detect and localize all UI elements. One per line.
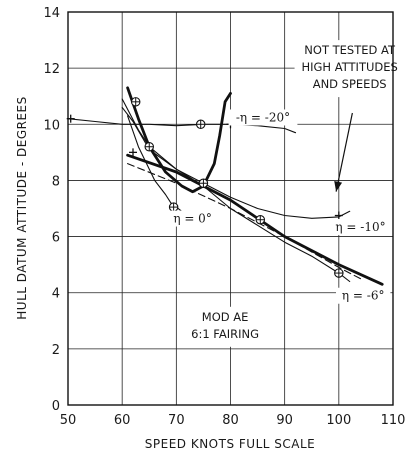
y-tick-label: 8 — [52, 174, 60, 189]
y-tick-label: 4 — [52, 287, 60, 302]
tick-label-layer: 50 60 70 80 90 100 110 0 2 4 6 8 10 12 14 — [43, 6, 405, 428]
curve-label-bg — [168, 210, 217, 227]
curve-label-layer: -η = -20° η = -10° η = -6° η = 0° — [168, 109, 392, 304]
plot-frame — [67, 11, 394, 406]
annotation-arrow — [335, 112, 353, 192]
x-axis-title: SPEED KNOTS FULL SCALE — [145, 437, 315, 451]
y-tick-label: 6 — [52, 231, 60, 246]
x-tick-label: 90 — [276, 413, 293, 428]
annotation-line: AND SPEEDS — [313, 77, 387, 91]
x-tick-label: 100 — [326, 413, 351, 428]
annotation-line: 6:1 FAIRING — [191, 327, 259, 341]
annotation-line: MOD AE — [202, 310, 249, 324]
y-tick-label: 10 — [43, 118, 60, 133]
series-line — [126, 86, 232, 194]
x-tick-label: 60 — [114, 413, 131, 428]
y-tick-label: 14 — [43, 6, 60, 21]
annotation-layer: NOT TESTED AT HIGH ATTITUDES AND SPEEDS MOD… — [180, 40, 405, 347]
series-line — [121, 106, 351, 219]
y-tick-label: 12 — [43, 62, 60, 77]
y-tick-label: 2 — [52, 343, 60, 358]
series-layer — [67, 86, 384, 286]
curve-label: η = 0° — [173, 212, 212, 226]
y-tick-label: 0 — [52, 399, 60, 414]
x-tick-label: 110 — [381, 413, 406, 428]
annotation-line: HIGH ATTITUDES — [301, 60, 397, 74]
series-line — [127, 163, 362, 280]
annotation-line: NOT TESTED AT — [304, 43, 396, 57]
x-tick-label: 50 — [60, 413, 77, 428]
x-tick-label: 70 — [168, 413, 185, 428]
curve-label-bg — [329, 218, 392, 235]
annotation-bg — [180, 306, 270, 347]
series-line — [67, 118, 297, 134]
curve-label: η = -10° — [335, 220, 385, 234]
curve-label-bg — [228, 109, 298, 126]
curve-label-bg — [336, 287, 391, 304]
x-tick-label: 80 — [222, 413, 239, 428]
annotation-arrowhead — [334, 181, 343, 192]
marker-layer — [66, 97, 344, 278]
annotation-bg — [294, 40, 405, 98]
y-axis-title: HULL DATUM ATTITUDE - DEGREES — [15, 96, 29, 319]
curve-label: -η = -20° — [236, 110, 290, 124]
curve-label: η = -6° — [342, 289, 385, 303]
